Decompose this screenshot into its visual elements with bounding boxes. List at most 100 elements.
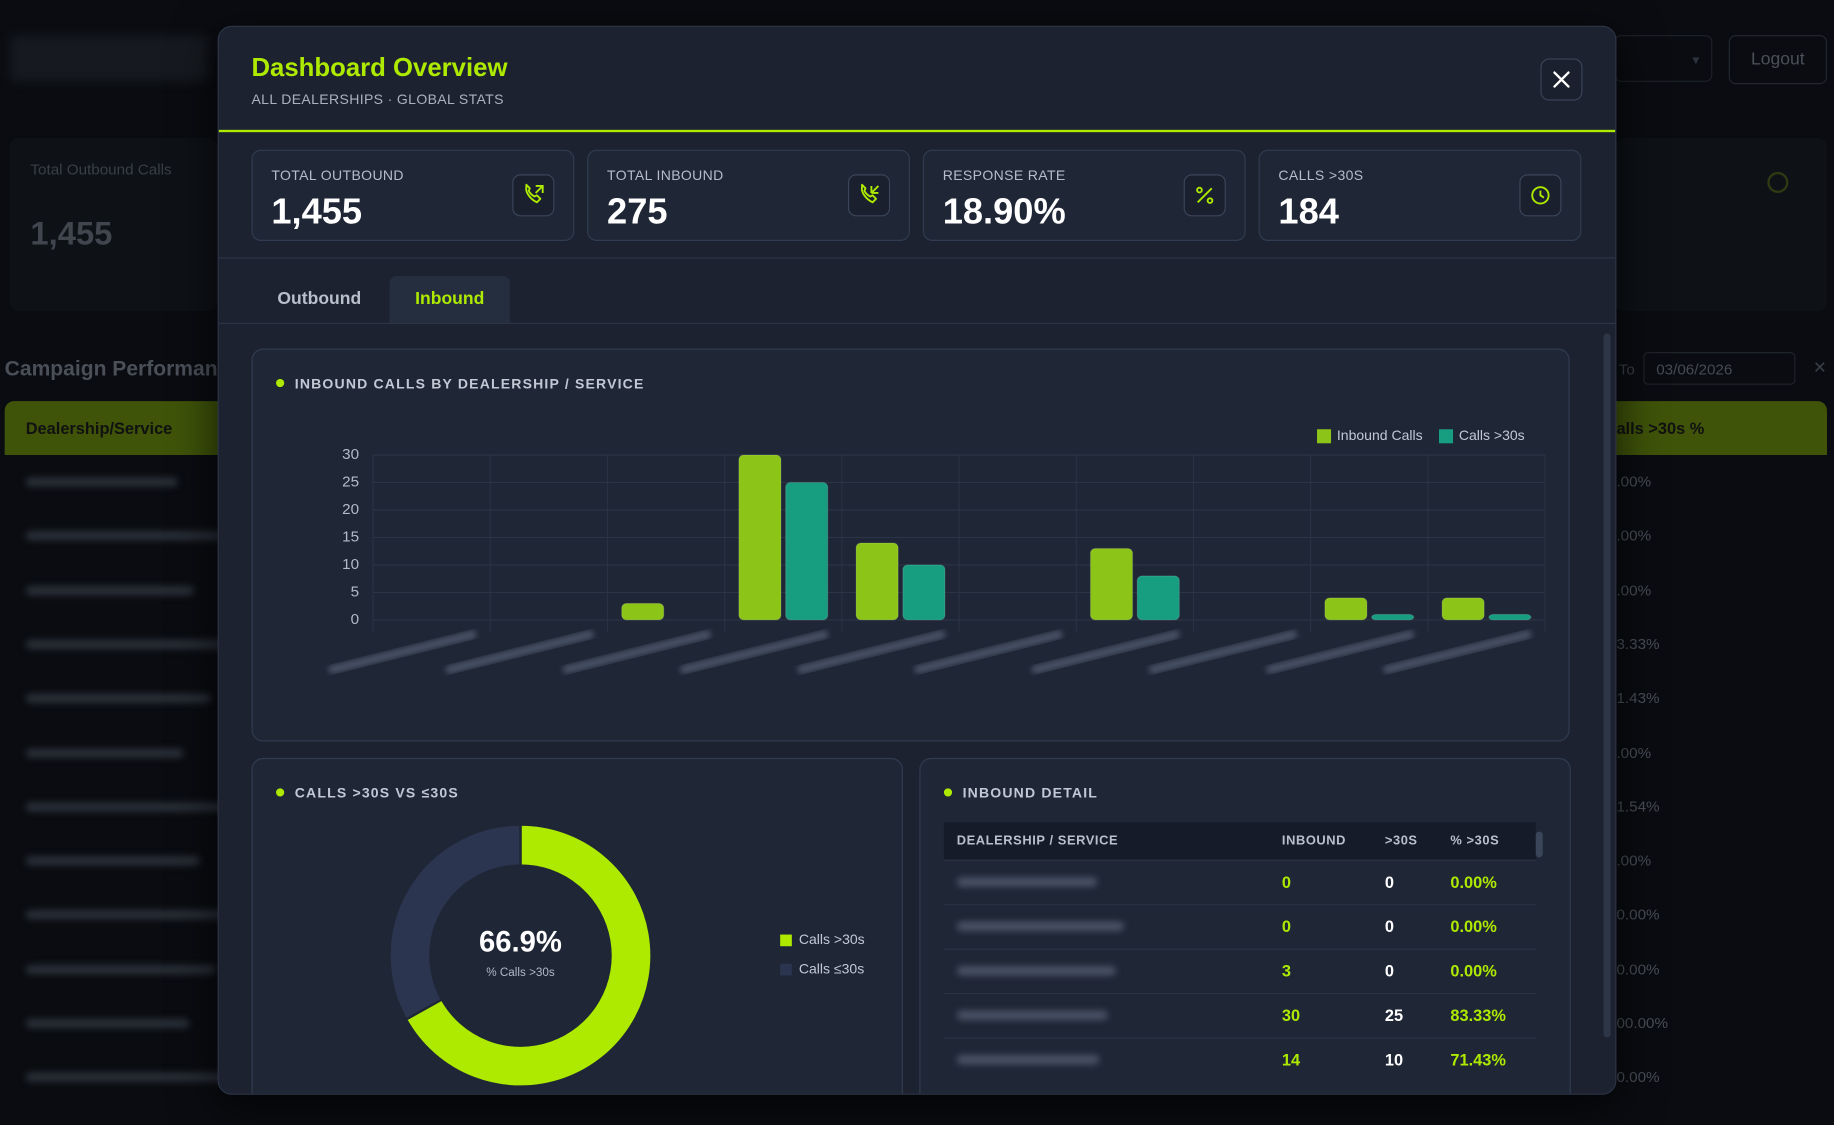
date-label: To [1618, 360, 1635, 378]
table-title: INBOUND DETAIL [944, 785, 1098, 801]
stat-card [1614, 138, 1827, 312]
table-cell: 83.33% [1450, 1005, 1506, 1025]
stat-card [9, 138, 218, 312]
dropdown[interactable]: ▾ [1614, 35, 1713, 82]
legend-label: Calls ≤30s [799, 960, 864, 976]
row-blur [25, 531, 222, 541]
row-blur [25, 477, 178, 487]
row-value: .00% [1616, 743, 1652, 761]
name-blur [956, 1010, 1108, 1020]
legend-label: Inbound Calls [1337, 427, 1423, 443]
row-value: 0.00% [1616, 905, 1660, 924]
legend-swatch [1438, 429, 1454, 444]
kpi-label: TOTAL INBOUND [607, 167, 724, 184]
name-blur [956, 921, 1125, 932]
close-button[interactable] [1540, 58, 1583, 101]
row-blur [25, 693, 211, 704]
name-blur [956, 1055, 1100, 1065]
donut-chart: 66.9% % Calls >30s Calls >30s Calls ≤30s [388, 823, 865, 1088]
kpi-card: TOTAL OUTBOUND 1,455 [251, 149, 575, 241]
logout-button[interactable]: Logout [1728, 35, 1827, 85]
modal: Dashboard Overview ALL DEALERSHIPS · GLO… [217, 25, 1617, 1095]
x-tick-label-blur [445, 630, 594, 674]
y-tick-label: 30 [342, 446, 359, 463]
kpi-label: CALLS >30S [1278, 167, 1364, 184]
table-scrollbar[interactable] [1535, 831, 1543, 858]
row-value: .00% [1616, 580, 1652, 599]
table-card: INBOUND DETAIL DEALERSHIP / SERVICE INBOU… [919, 757, 1571, 1094]
y-tick-label: 15 [342, 528, 359, 545]
tab[interactable]: Inbound [389, 276, 510, 323]
table-header-cell: Dealership/Service [25, 418, 173, 438]
date-input[interactable]: 03/06/2026 [1643, 352, 1796, 385]
scrollbar[interactable] [1603, 333, 1611, 1038]
table-column-header: INBOUND [1281, 833, 1347, 848]
row-value: 0.00% [1616, 959, 1660, 978]
table-cell: 0.00% [1450, 961, 1497, 981]
bar [1441, 597, 1485, 621]
row-blur [25, 1072, 233, 1083]
tab[interactable]: Outbound [277, 288, 362, 309]
x-tick-label-blur [680, 630, 829, 674]
clear-icon[interactable]: ✕ [1812, 357, 1827, 377]
section-title: Campaign Performanc [4, 356, 230, 381]
table-cell: 0 [1384, 961, 1394, 981]
kpi-card: TOTAL INBOUND 275 [587, 149, 910, 241]
divider [218, 257, 1616, 259]
bar [738, 454, 782, 621]
x-tick-label-blur [1383, 630, 1532, 674]
row-value: 1.54% [1616, 797, 1660, 816]
logo-blur [9, 35, 209, 82]
bar [785, 481, 829, 621]
x-tick-label-blur [328, 630, 477, 674]
table-header-cell: alls >30s % [1616, 418, 1705, 438]
table-cell: 0 [1281, 916, 1292, 936]
name-blur [956, 877, 1098, 887]
kpi-icon [512, 174, 555, 217]
row-value: 1.43% [1616, 689, 1660, 707]
table-cell: 14 [1281, 1050, 1301, 1070]
bar-chart: 0 5 10 15 20 25 30 Inbound Calls Calls >30s [328, 427, 1546, 674]
bar [1371, 613, 1415, 621]
table-cell: 10 [1384, 1050, 1404, 1070]
row-blur [25, 910, 244, 920]
kpi-label: TOTAL OUTBOUND [271, 167, 404, 184]
row-divider [943, 993, 1536, 995]
bar [1089, 547, 1134, 621]
header-divider [218, 129, 1616, 133]
bar [621, 602, 665, 621]
row-divider [943, 1037, 1536, 1039]
kpi-icon [1519, 174, 1562, 217]
x-tick-label-blur [1031, 630, 1180, 674]
row-blur [25, 747, 184, 758]
bar [855, 542, 899, 621]
row-value: 3.33% [1616, 634, 1660, 653]
legend-swatch [780, 934, 792, 947]
x-tick-label-blur [562, 630, 711, 674]
bar [1324, 597, 1368, 621]
bar [902, 564, 946, 621]
table-cell: 30 [1281, 1005, 1301, 1025]
row-blur [25, 964, 217, 974]
row-divider [943, 859, 1536, 861]
row-value: 0.00% [1616, 1068, 1660, 1086]
kpi-card: CALLS >30S 184 [1258, 149, 1582, 241]
row-value: .00% [1616, 851, 1652, 870]
table-cell: 0.00% [1450, 916, 1497, 936]
table-cell: 0 [1384, 916, 1394, 936]
legend-swatch [1317, 429, 1332, 444]
kpi-value: 184 [1278, 190, 1339, 232]
row-blur [25, 856, 201, 866]
stat-value: 1,455 [30, 215, 113, 252]
legend-label: Calls >30s [1459, 427, 1525, 443]
y-tick-label: 0 [351, 611, 359, 628]
table-cell: 0 [1384, 872, 1394, 892]
divider [218, 322, 1616, 324]
row-blur [25, 639, 238, 650]
table-column-header: DEALERSHIP / SERVICE [956, 833, 1119, 848]
x-tick-label-blur [797, 630, 946, 674]
table-column-header: % >30S [1450, 833, 1500, 848]
table-cell: 0 [1281, 872, 1292, 892]
